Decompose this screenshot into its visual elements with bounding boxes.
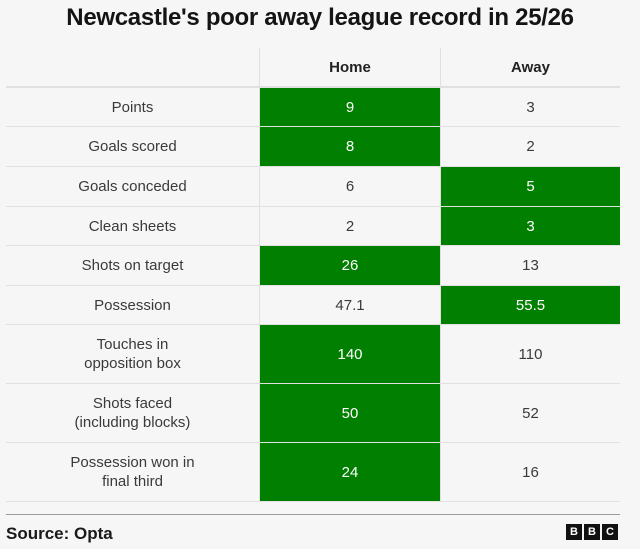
table-header: Home Away xyxy=(6,48,620,88)
home-value: 140 xyxy=(259,325,440,383)
away-value: 2 xyxy=(440,127,620,166)
row-label: Possession xyxy=(94,296,171,314)
home-value: 9 xyxy=(259,88,440,126)
home-value: 24 xyxy=(259,443,440,501)
chart-title: Newcastle's poor away league record in 2… xyxy=(66,4,574,31)
row-label: Possession won in final third xyxy=(70,454,195,490)
away-value: 5 xyxy=(440,167,620,206)
source-label: Source: Opta xyxy=(6,524,113,543)
table-row: Points 9 3 xyxy=(6,88,620,127)
table-row: Shots faced (including blocks) 50 52 xyxy=(6,384,620,443)
home-value: 6 xyxy=(259,167,440,206)
bbc-logo: B B C xyxy=(566,524,618,540)
row-label: Clean sheets xyxy=(88,217,177,235)
table-row: Possession 47.1 55.5 xyxy=(6,286,620,325)
row-label: Shots faced (including blocks) xyxy=(74,395,191,431)
away-value: 110 xyxy=(440,325,620,383)
home-value: 8 xyxy=(259,127,440,166)
table-row: Clean sheets 2 3 xyxy=(6,207,620,246)
home-value: 47.1 xyxy=(259,286,440,324)
home-value: 50 xyxy=(259,384,440,442)
header-away: Away xyxy=(440,48,620,86)
footer-divider xyxy=(6,514,620,515)
header-home: Home xyxy=(259,48,440,86)
away-value: 52 xyxy=(440,384,620,442)
row-label: Shots on target xyxy=(81,257,184,274)
away-value: 3 xyxy=(440,88,620,126)
row-label: Points xyxy=(111,98,154,116)
table-row: Touches in opposition box 140 110 xyxy=(6,325,620,384)
table-row: Shots on target 26 13 xyxy=(6,246,620,286)
header-blank xyxy=(6,48,259,86)
table-row: Goals conceded 6 5 xyxy=(6,167,620,207)
row-label: Goals scored xyxy=(88,138,177,155)
home-value: 26 xyxy=(259,246,440,285)
stats-table: Home Away Points 9 3 Goals scored 8 2 Goals co… xyxy=(6,48,620,502)
away-value: 13 xyxy=(440,246,620,285)
bbc-logo-letter: B xyxy=(584,524,600,540)
table-row: Goals scored 8 2 xyxy=(6,127,620,167)
home-value: 2 xyxy=(259,207,440,245)
away-value: 3 xyxy=(440,207,620,245)
bbc-logo-letter: B xyxy=(566,524,582,540)
away-value: 55.5 xyxy=(440,286,620,324)
table-row: Possession won in final third 24 16 xyxy=(6,443,620,502)
bbc-logo-letter: C xyxy=(602,524,618,540)
away-value: 16 xyxy=(440,443,620,501)
row-label: Goals conceded xyxy=(78,178,187,195)
row-label: Touches in opposition box xyxy=(84,336,181,372)
